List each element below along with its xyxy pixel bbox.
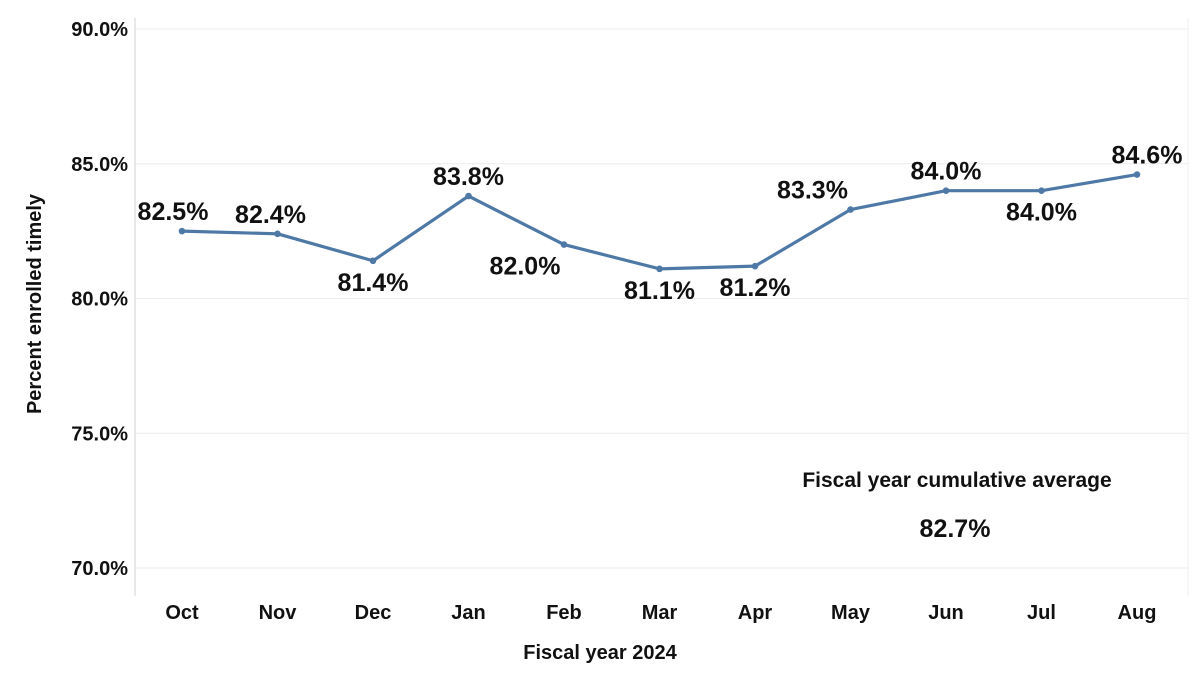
x-tick-label: Apr (738, 602, 773, 624)
data-label: 81.1% (624, 277, 695, 305)
data-point (465, 192, 472, 200)
y-tick-label: 80.0% (71, 289, 128, 311)
data-point (178, 227, 186, 235)
data-label: 82.0% (490, 253, 561, 281)
data-label: 83.8% (433, 163, 504, 191)
y-tick-label: 70.0% (71, 558, 128, 580)
x-axis-ticks: Oct Nov Dec Jan Feb Mar Apr May Jun Jul Aug (165, 602, 1156, 624)
y-axis-title: Percent enrolled timely (24, 193, 46, 414)
data-point (751, 262, 759, 270)
data-point (942, 187, 950, 194)
x-axis-title: Fiscal year 2024 (523, 642, 677, 664)
y-axis-ticks: 90.0% 85.0% 80.0% 75.0% 70.0% (71, 19, 128, 580)
data-point (656, 265, 663, 273)
series-group (180, 172, 1139, 271)
x-tick-label: Feb (546, 602, 582, 624)
cumulative-average-value: 82.7% (920, 515, 991, 543)
data-point (1133, 171, 1141, 178)
data-point (369, 257, 377, 265)
data-label: 84.0% (911, 158, 982, 186)
cumulative-average-title: Fiscal year cumulative average (802, 469, 1111, 492)
series-line (180, 172, 1139, 271)
data-label: 83.3% (777, 177, 848, 205)
points-group (178, 171, 1141, 273)
data-label: 84.6% (1112, 142, 1183, 170)
data-point (274, 230, 281, 238)
data-label: 81.2% (720, 274, 791, 302)
x-tick-label: Mar (642, 602, 678, 624)
x-tick-label: Jan (451, 602, 485, 624)
data-point (847, 206, 854, 213)
data-label: 81.4% (338, 269, 409, 297)
x-tick-label: Dec (355, 602, 392, 624)
data-label: 82.5% (138, 198, 209, 226)
x-tick-label: Jun (928, 602, 964, 624)
x-tick-label: Nov (259, 602, 298, 624)
x-tick-label: Oct (165, 602, 199, 624)
x-tick-label: Aug (1118, 602, 1157, 624)
data-point (560, 241, 568, 248)
x-tick-label: May (831, 602, 871, 624)
y-tick-label: 90.0% (71, 19, 128, 41)
x-tick-label: Jul (1027, 602, 1056, 624)
y-tick-label: 75.0% (71, 423, 128, 445)
data-labels-group: 82.5% 82.4% 81.4% 83.8% 82.0% 81.1% 81.2% 83.3%… (138, 142, 1183, 305)
gridlines (135, 18, 1189, 596)
y-tick-label: 85.0% (71, 154, 128, 176)
data-label: 82.4% (235, 201, 306, 229)
data-point (1038, 187, 1045, 194)
data-label: 84.0% (1006, 199, 1077, 227)
